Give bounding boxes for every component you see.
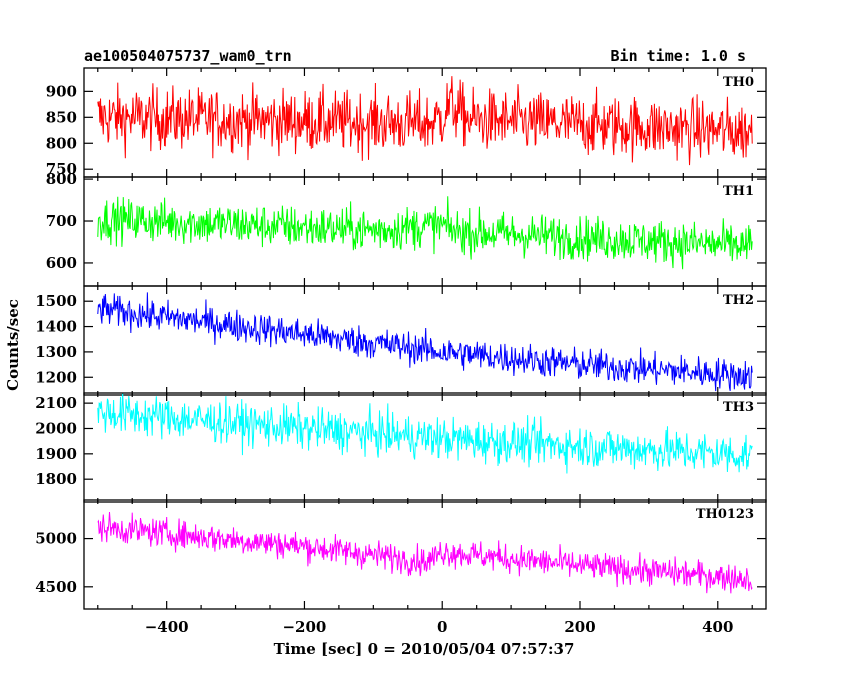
panel-th0: 750 800 850 900 TH0 bbox=[46, 67, 767, 178]
panel-label-th0: TH0 bbox=[723, 75, 754, 90]
x-tick-label: 400 bbox=[702, 618, 733, 636]
panel-th2: 1200 1300 1400 1500 TH2 bbox=[35, 285, 767, 396]
y-tick-label: 2100 bbox=[35, 394, 77, 412]
x-tick-label: 0 bbox=[437, 618, 447, 636]
y-tick-label: 1200 bbox=[35, 368, 77, 386]
panel-label-th3: TH3 bbox=[723, 400, 754, 415]
x-tick-label: −400 bbox=[145, 618, 189, 636]
y-axis-title: Counts/sec bbox=[4, 299, 22, 391]
x-axis-title: Time [sec] 0 = 2010/05/04 07:57:37 bbox=[274, 640, 575, 658]
panel-th0123: 4500 5000 TH0123 bbox=[35, 499, 767, 610]
y-tick-label: 600 bbox=[46, 254, 77, 272]
panel-label-th0123: TH0123 bbox=[696, 507, 754, 522]
series-th0-line bbox=[97, 76, 753, 166]
y-tick-label: 4500 bbox=[35, 578, 77, 596]
series-th0123-line bbox=[97, 512, 753, 594]
plot-title: ae100504075737_wam0_trn bbox=[84, 47, 292, 65]
y-tick-label: 700 bbox=[46, 212, 77, 230]
x-axis: −400 −200 0 200 400 bbox=[145, 618, 734, 636]
series-th1-line bbox=[97, 196, 753, 270]
y-tick-label: 750 bbox=[46, 160, 77, 178]
series-th2-line bbox=[97, 292, 753, 392]
y-tick-label: 1800 bbox=[35, 470, 77, 488]
panel-label-th1: TH1 bbox=[723, 184, 754, 199]
y-tick-label: 1400 bbox=[35, 318, 77, 336]
x-tick-label: −200 bbox=[282, 618, 326, 636]
y-tick-label: 800 bbox=[46, 134, 77, 152]
y-tick-label: 5000 bbox=[35, 530, 77, 548]
bin-time-label: Bin time: 1.0 s bbox=[611, 47, 746, 65]
panel-th3: 1800 1900 2000 2100 TH3 bbox=[35, 392, 767, 503]
panel-th1: 600 700 800 TH1 bbox=[46, 170, 767, 287]
y-tick-label: 900 bbox=[46, 82, 77, 100]
y-tick-label: 1900 bbox=[35, 445, 77, 463]
panel-frame bbox=[83, 392, 767, 503]
y-tick-label: 1500 bbox=[35, 292, 77, 310]
panel-frame bbox=[83, 499, 767, 610]
panel-label-th2: TH2 bbox=[723, 293, 754, 308]
y-tick-label: 2000 bbox=[35, 419, 77, 437]
series-th3-line bbox=[97, 393, 753, 474]
panel-frame bbox=[83, 285, 767, 396]
y-tick-label: 800 bbox=[46, 170, 77, 188]
y-tick-label: 1300 bbox=[35, 343, 77, 361]
x-tick-label: 200 bbox=[564, 618, 595, 636]
y-tick-label: 850 bbox=[46, 108, 77, 126]
